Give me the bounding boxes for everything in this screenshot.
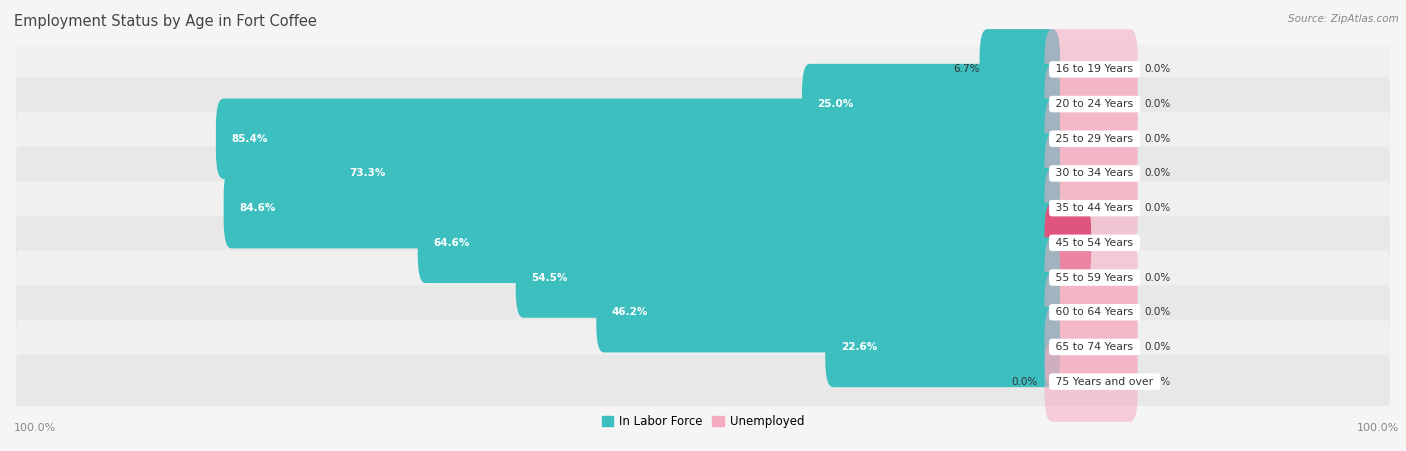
Text: 0.0%: 0.0% bbox=[1144, 99, 1171, 109]
FancyBboxPatch shape bbox=[333, 133, 1060, 214]
Text: 0.0%: 0.0% bbox=[1144, 203, 1171, 213]
FancyBboxPatch shape bbox=[1045, 64, 1137, 144]
Text: 25.0%: 25.0% bbox=[817, 99, 853, 109]
FancyBboxPatch shape bbox=[1045, 272, 1137, 353]
Text: 55 to 59 Years: 55 to 59 Years bbox=[1052, 272, 1137, 282]
Text: 22.6%: 22.6% bbox=[841, 342, 877, 352]
FancyBboxPatch shape bbox=[1045, 307, 1137, 387]
FancyBboxPatch shape bbox=[825, 307, 1060, 387]
Text: Employment Status by Age in Fort Coffee: Employment Status by Age in Fort Coffee bbox=[14, 14, 316, 28]
Text: 46.2%: 46.2% bbox=[612, 307, 648, 317]
FancyBboxPatch shape bbox=[15, 216, 1391, 270]
Text: 0.0%: 0.0% bbox=[1144, 377, 1171, 387]
Text: 16 to 19 Years: 16 to 19 Years bbox=[1052, 64, 1137, 74]
FancyBboxPatch shape bbox=[1045, 237, 1137, 318]
FancyBboxPatch shape bbox=[15, 181, 1391, 235]
Text: 85.4%: 85.4% bbox=[232, 134, 267, 144]
FancyBboxPatch shape bbox=[15, 354, 1391, 409]
FancyBboxPatch shape bbox=[1045, 133, 1137, 214]
Text: 3.2%: 3.2% bbox=[1098, 238, 1125, 248]
FancyBboxPatch shape bbox=[15, 285, 1391, 339]
Text: 0.0%: 0.0% bbox=[1144, 169, 1171, 179]
FancyBboxPatch shape bbox=[1045, 202, 1091, 283]
FancyBboxPatch shape bbox=[15, 147, 1391, 201]
Text: 30 to 34 Years: 30 to 34 Years bbox=[1052, 169, 1137, 179]
FancyBboxPatch shape bbox=[15, 112, 1391, 166]
Text: 6.7%: 6.7% bbox=[953, 64, 980, 74]
FancyBboxPatch shape bbox=[15, 42, 1391, 97]
Text: 0.0%: 0.0% bbox=[1144, 134, 1171, 144]
FancyBboxPatch shape bbox=[224, 168, 1060, 249]
Text: 0.0%: 0.0% bbox=[1144, 272, 1171, 282]
FancyBboxPatch shape bbox=[217, 98, 1060, 179]
Text: 65 to 74 Years: 65 to 74 Years bbox=[1052, 342, 1137, 352]
Text: 0.0%: 0.0% bbox=[1144, 307, 1171, 317]
Text: 100.0%: 100.0% bbox=[14, 423, 56, 433]
Text: 0.0%: 0.0% bbox=[1144, 342, 1171, 352]
Text: 73.3%: 73.3% bbox=[349, 169, 385, 179]
FancyBboxPatch shape bbox=[1045, 29, 1137, 110]
Text: 54.5%: 54.5% bbox=[531, 272, 568, 282]
FancyBboxPatch shape bbox=[418, 202, 1060, 283]
Text: 60 to 64 Years: 60 to 64 Years bbox=[1052, 307, 1137, 317]
Text: 0.0%: 0.0% bbox=[1011, 377, 1038, 387]
Text: 84.6%: 84.6% bbox=[239, 203, 276, 213]
Text: 64.6%: 64.6% bbox=[433, 238, 470, 248]
Text: 20 to 24 Years: 20 to 24 Years bbox=[1052, 99, 1137, 109]
Legend: In Labor Force, Unemployed: In Labor Force, Unemployed bbox=[598, 410, 808, 433]
FancyBboxPatch shape bbox=[15, 77, 1391, 131]
FancyBboxPatch shape bbox=[1045, 168, 1137, 249]
FancyBboxPatch shape bbox=[516, 237, 1060, 318]
FancyBboxPatch shape bbox=[15, 320, 1391, 374]
Text: Source: ZipAtlas.com: Source: ZipAtlas.com bbox=[1288, 14, 1399, 23]
Text: 35 to 44 Years: 35 to 44 Years bbox=[1052, 203, 1137, 213]
FancyBboxPatch shape bbox=[1045, 341, 1137, 422]
FancyBboxPatch shape bbox=[1045, 98, 1137, 179]
FancyBboxPatch shape bbox=[596, 272, 1060, 353]
Text: 75 Years and over: 75 Years and over bbox=[1052, 377, 1157, 387]
Text: 100.0%: 100.0% bbox=[1357, 423, 1399, 433]
FancyBboxPatch shape bbox=[15, 250, 1391, 304]
Text: 45 to 54 Years: 45 to 54 Years bbox=[1052, 238, 1137, 248]
Text: 0.0%: 0.0% bbox=[1144, 64, 1171, 74]
Text: 25 to 29 Years: 25 to 29 Years bbox=[1052, 134, 1137, 144]
FancyBboxPatch shape bbox=[801, 64, 1060, 144]
FancyBboxPatch shape bbox=[980, 29, 1060, 110]
